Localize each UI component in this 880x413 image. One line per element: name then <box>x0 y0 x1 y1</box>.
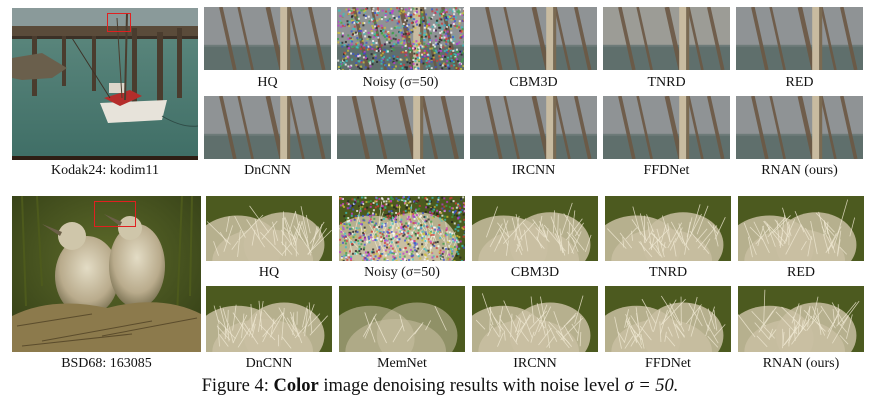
kodak-crop-hq <box>204 7 331 70</box>
kodak-crop-dncnn <box>204 96 331 159</box>
kodak-crop-rnan <box>736 96 863 159</box>
kodak-source-label: Kodak24: kodim11 <box>51 163 159 178</box>
kodak-label-ircnn: IRCNN <box>511 163 556 178</box>
bsd-crop-memnet <box>339 286 465 352</box>
kodak-crop-ircnn <box>470 96 597 159</box>
kodak-label-tnrd: TNRD <box>647 75 686 90</box>
kodak-crop-noisy <box>337 7 464 70</box>
kodak-label-memnet: MemNet <box>375 163 426 178</box>
bsd-label-ffdnet: FFDNet <box>645 356 691 371</box>
kodak-crop-ffdnet <box>603 96 730 159</box>
kodak-label-red: RED <box>785 75 814 90</box>
kodak-label-ffdnet: FFDNet <box>643 163 690 178</box>
caption-bold: Color <box>273 376 319 396</box>
zoom-region-box <box>107 13 131 32</box>
bsd-crop-red <box>738 196 864 261</box>
bsd-crop-noisy <box>339 196 465 261</box>
figure-number: Figure 4: <box>201 376 269 396</box>
kodak-crop-red <box>736 7 863 70</box>
bsd-label-dncnn: DnCNN <box>245 356 293 371</box>
bsd-label-cbm3d: CBM3D <box>510 265 560 280</box>
kodak-source-image <box>12 8 198 160</box>
bsd-crop-ffdnet <box>605 286 731 352</box>
kodak-label-cbm3d: CBM3D <box>509 75 558 90</box>
caption-sigma: σ = 50. <box>624 376 679 396</box>
bsd-label-ircnn: IRCNN <box>513 356 557 371</box>
bsd-label-tnrd: TNRD <box>648 265 688 280</box>
kodak-crop-tnrd <box>603 7 730 70</box>
bsd-crop-ircnn <box>472 286 598 352</box>
kodak-label-dncnn: DnCNN <box>244 163 291 178</box>
bsd-crop-tnrd <box>605 196 731 261</box>
kodak-crop-memnet <box>337 96 464 159</box>
bsd-crop-dncnn <box>206 286 332 352</box>
bsd-crop-cbm3d <box>472 196 598 261</box>
bsd-label-hq: HQ <box>258 265 280 280</box>
bsd-source-image <box>12 196 201 352</box>
kodak-label-noisy: Noisy (σ=50) <box>362 75 439 90</box>
kodak-label-rnan: RNAN (ours) <box>761 163 838 178</box>
figure-caption: Figure 4: Color image denoising results … <box>0 376 880 397</box>
bsd-crop-rnan <box>738 286 864 352</box>
bsd-label-noisy: Noisy (σ=50) <box>364 265 440 280</box>
bsd-label-rnan: RNAN (ours) <box>762 356 840 371</box>
caption-text: image denoising results with noise level <box>323 376 620 396</box>
kodak-crop-cbm3d <box>470 7 597 70</box>
bsd-crop-hq <box>206 196 332 261</box>
bsd-source-label: BSD68: 163085 <box>61 356 152 371</box>
kodak-label-hq: HQ <box>257 75 278 90</box>
bsd-label-red: RED <box>787 265 815 280</box>
bsd-label-memnet: MemNet <box>377 356 427 371</box>
zoom-region-box <box>94 201 136 227</box>
